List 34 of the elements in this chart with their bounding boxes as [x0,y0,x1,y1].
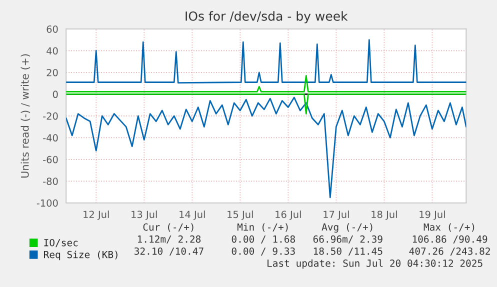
x-tick-label: 16 Jul [276,210,301,220]
x-tick-label: 12 Jul [84,210,109,220]
y-tick-label: -60 [43,156,58,164]
x-tick-label: 14 Jul [180,210,205,220]
text: 32.10 /10.47 [134,247,204,256]
x-tick-label: 19 Jul [420,210,445,220]
text: 66.96m/ 2.39 [313,235,382,244]
text: 18.50 /11.45 [314,247,382,256]
text: 106.86 /90.49 [412,235,488,244]
text: Cur (-/+) [143,223,194,232]
y-tick-label: 60 [46,25,58,33]
y-tick-label: 40 [46,47,58,55]
legend-label: IO/sec [44,238,78,248]
text: 0.00 / 1.68 [232,235,295,244]
text: 1.12m/ 2.28 [138,235,201,244]
y-tick-label: -100 [36,199,58,207]
y-tick-label: -40 [43,134,58,142]
text: 407.26 /243.82 [409,247,490,256]
text: Max (-/+) [424,223,474,232]
legend-label: Req Size (KB) [44,250,118,260]
text: 0.00 / 9.33 [232,247,295,256]
x-tick-label: 18 Jul [372,210,397,220]
text: Avg (-/+) [322,223,372,233]
text: Min (-/+) [237,223,288,232]
y-tick-label: 0 [52,90,58,98]
x-tick-label: 15 Jul [228,210,253,220]
y-tick-label: -20 [43,112,58,120]
x-tick-label: 17 Jul [324,210,349,220]
text: Last update: Sun Jul 20 04:30:12 2025 [268,259,482,269]
y-tick-label: -80 [43,178,58,185]
y-tick-label: 20 [46,68,58,76]
x-tick-label: 13 Jul [132,210,157,220]
chart-title: IOs for /dev/sda - by week [186,11,348,24]
y-axis-title: Units read (-) / write (+) [20,54,30,178]
